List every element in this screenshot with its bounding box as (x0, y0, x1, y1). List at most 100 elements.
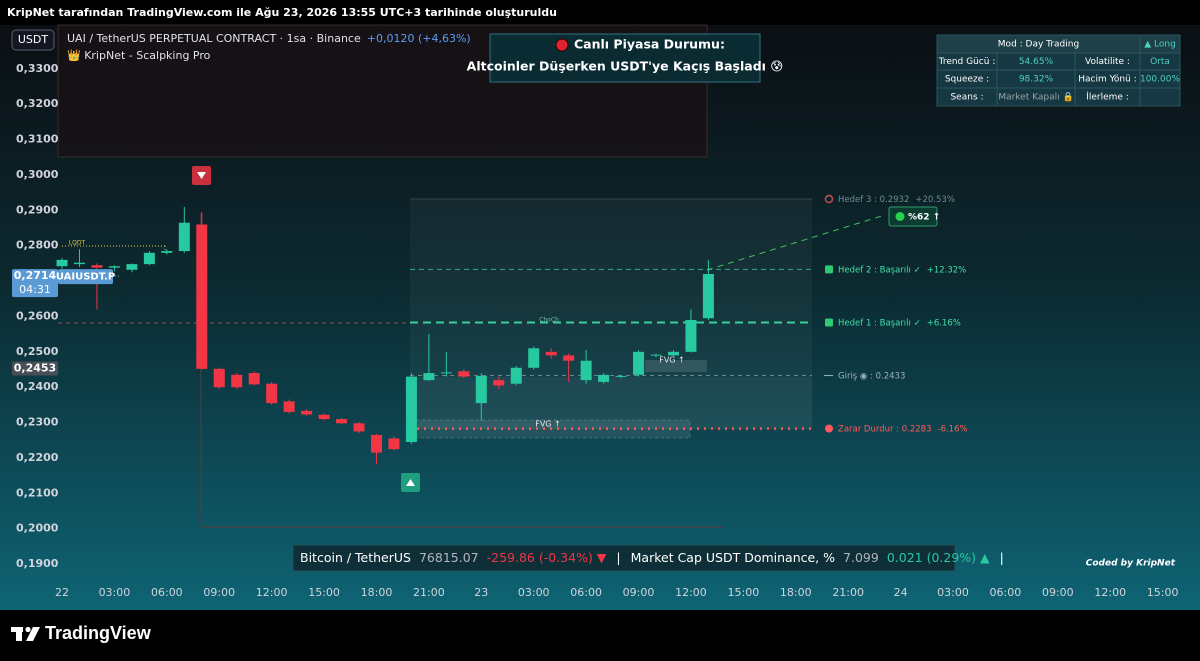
level-text: Hedef 2 : Başarılı ✓ (838, 265, 921, 275)
x-tick-label: 03:00 (937, 586, 969, 599)
table-text: Squeeze : (945, 75, 989, 85)
x-tick-label: 15:00 (308, 586, 340, 599)
y-tick-label: 0,2300 (16, 416, 59, 429)
progress-dot (895, 212, 905, 221)
table-text: ▲ Long (1144, 40, 1176, 50)
candle-body (405, 376, 417, 443)
candle-body (178, 222, 190, 252)
x-tick-label: 03:00 (518, 586, 550, 599)
level-text: Hedef 1 : Başarılı ✓ (838, 318, 921, 328)
alert-box (489, 33, 761, 83)
ticker-change: -259.86 (-0.34%) ▼ (487, 550, 607, 565)
candle-body (598, 374, 610, 382)
x-tick-label: 03:00 (99, 586, 131, 599)
table-cell (1139, 87, 1181, 107)
ticker-change: 0.021 (0.29%) ▲ (887, 550, 990, 565)
candle-body (510, 367, 522, 384)
symbol-tag (58, 269, 113, 285)
table-text: Seans : (950, 93, 983, 103)
table-text: İlerleme : (1086, 92, 1129, 103)
table-text: Trend Gücü : (938, 57, 996, 67)
level-icon (825, 318, 833, 327)
last-price-tag (12, 269, 58, 298)
level-change: -6.16% (938, 424, 968, 434)
x-tick-label: 21:00 (832, 586, 864, 599)
candle-body (353, 423, 365, 432)
x-tick-label: 06:00 (151, 586, 183, 599)
progress-label: %62 ↑ (908, 213, 940, 223)
candle-body (126, 264, 138, 270)
symbol-tag-label: UAIUSDT.P (56, 272, 115, 283)
candle-body (388, 438, 400, 450)
fvg-box (645, 360, 707, 372)
candle-body (458, 371, 470, 377)
x-tick-label: 12:00 (675, 586, 707, 599)
y-tick-label: 0,3000 (16, 168, 59, 181)
candle-body (528, 348, 540, 368)
y-tick-label: 0,2600 (16, 309, 59, 322)
x-tick-label: 15:00 (1147, 586, 1179, 599)
level-icon (825, 265, 833, 274)
candle-body (248, 373, 260, 385)
x-tick-label: 15:00 (728, 586, 760, 599)
sell-arrow (197, 172, 206, 179)
level-label: Giriş ◉ : 0.2433 (838, 371, 905, 381)
candle-body (615, 375, 627, 377)
marked-price-label: 0,2453 (14, 361, 56, 374)
candle-body (73, 262, 85, 265)
x-tick-label: 22 (55, 586, 69, 599)
indicator-name: 👑 KripNet - Scalpking Pro (67, 49, 211, 62)
candle-body (685, 320, 697, 352)
level-change: +20.53% (915, 195, 955, 205)
last-price-label: 0,2714 (14, 269, 57, 282)
candle-body (475, 375, 487, 404)
level-label: Zarar Durdur : 0.2283 -6.16% (838, 424, 968, 434)
candle-body (633, 351, 645, 375)
y-tick-label: 0,3200 (16, 97, 59, 110)
symbol-button-label[interactable]: USDT (18, 33, 49, 46)
footer-bar (0, 610, 1200, 661)
annotation: LQDT (69, 240, 86, 247)
annotation: ChoCh (539, 317, 559, 324)
level-change: +12.32% (927, 265, 967, 275)
level-label: Hedef 2 : Başarılı ✓ +12.32% (838, 265, 966, 275)
candle-body (56, 259, 68, 267)
ticker-name: Bitcoin / TetherUS (300, 550, 411, 565)
candle-body (545, 351, 557, 356)
x-tick-label: 09:00 (1042, 586, 1074, 599)
annotation: FVG ↑ (659, 356, 685, 365)
candle-body (231, 374, 243, 388)
ticker-name: Market Cap USDT Dominance, % (631, 550, 835, 565)
symbol-button[interactable] (11, 29, 55, 51)
buy-arrow (406, 479, 415, 486)
candle-body (143, 252, 155, 265)
ticker-price: 7.099 (843, 550, 879, 565)
ticker-separator: | (1000, 550, 1004, 565)
candle-body (336, 419, 348, 424)
projection-line (706, 214, 886, 271)
candle-body (423, 373, 435, 381)
symbol-change: +0,0120 (+4,63%) (367, 32, 471, 45)
level-text: Giriş ◉ : 0.2433 (838, 371, 905, 381)
level-text: Hedef 3 : 0.2932 (838, 195, 909, 205)
table-text: 54.65% (1019, 57, 1054, 67)
status-table: Mod : Day Trading ▲ Long Trend Gücü : 54.65… (936, 34, 1181, 107)
x-tick-label: 23 (474, 586, 488, 599)
brand-name: TradingView (45, 623, 152, 643)
candle-body (161, 251, 173, 253)
x-tick-label: 18:00 (361, 586, 393, 599)
candle-body (318, 414, 330, 420)
countdown-label: 04:31 (19, 283, 51, 296)
candle-body (563, 355, 575, 361)
x-tick-label: 24 (894, 586, 908, 599)
x-tick-label: 12:00 (1094, 586, 1126, 599)
header-caption: KripNet tarafından TradingView.com ile A… (7, 6, 557, 19)
progress-badge (888, 206, 938, 227)
y-tick-label: 0,2400 (16, 380, 59, 393)
candle-body (213, 368, 225, 388)
alert-title: Canlı Piyasa Durumu: (574, 37, 725, 52)
level-icon (825, 424, 833, 433)
level-label: Hedef 3 : 0.2932 +20.53% (838, 195, 955, 205)
logo-part (25, 626, 31, 633)
candle-body (91, 265, 103, 268)
